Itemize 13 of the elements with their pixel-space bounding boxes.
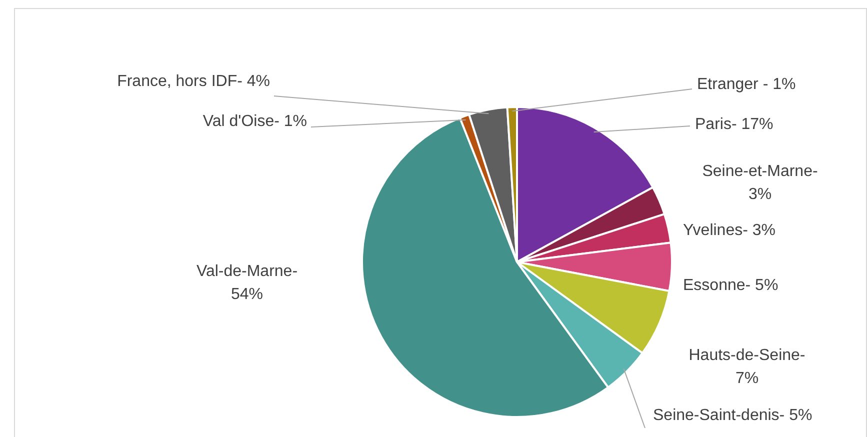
data-label: 7% bbox=[735, 370, 759, 387]
data-label: 3% bbox=[748, 186, 772, 203]
data-label: 54% bbox=[230, 286, 264, 303]
slice-label: Hauts-de-Seine- bbox=[688, 347, 806, 364]
slice-label: Etranger - 1% bbox=[697, 76, 796, 93]
slice-label: Val d'Oise- 1% bbox=[202, 113, 307, 130]
slice-label: Seine-Saint-denis- 5% bbox=[653, 407, 812, 424]
slice-label: France, hors IDF- 4% bbox=[117, 73, 270, 90]
slice-label: Yvelines- 3% bbox=[683, 222, 776, 239]
slice-label: Val-de-Marne- bbox=[196, 263, 298, 280]
slice-label: Paris- 17% bbox=[695, 116, 774, 133]
slice-label: Seine-et-Marne- bbox=[702, 163, 818, 180]
slice-label: Essonne- 5% bbox=[683, 277, 778, 294]
